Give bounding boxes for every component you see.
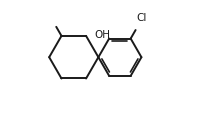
Text: OH: OH <box>94 30 110 40</box>
Text: Cl: Cl <box>137 13 147 23</box>
